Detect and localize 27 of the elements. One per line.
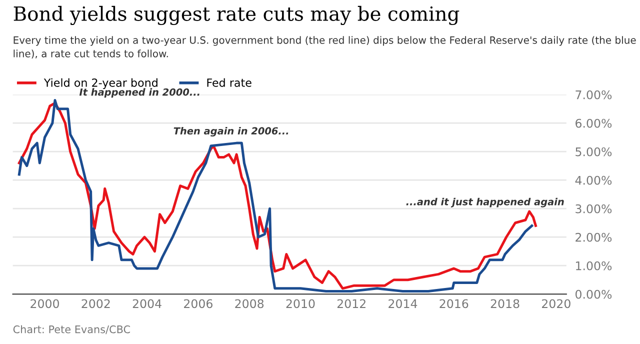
- y-tick-label: 7.00%: [576, 90, 612, 100]
- x-tick-label: 2006: [184, 299, 212, 308]
- y-tick-label: 3.00%: [576, 204, 612, 214]
- x-tick-label: 2016: [440, 299, 468, 308]
- x-tick-label: 2018: [490, 299, 520, 308]
- x-tick-label: 2008: [235, 299, 264, 308]
- y-tick-label: 2.00%: [576, 232, 612, 242]
- y-tick-label: 5.00%: [576, 147, 612, 156]
- y-tick-label: 1.00%: [576, 261, 612, 270]
- x-tick-label: 2004: [132, 299, 162, 308]
- annotation: ...and it just happened again: [406, 198, 564, 208]
- x-tick-label: 2012: [337, 299, 366, 308]
- text: Chart: Pete Evans/CBC: [13, 325, 130, 334]
- x-tick-label: 2014: [388, 299, 418, 308]
- x-tick-label: 2020: [542, 299, 570, 308]
- x-tick-label: 2010: [286, 299, 315, 308]
- x-tick-label: 2002: [82, 299, 110, 308]
- annotation: Then again in 2006...: [174, 127, 288, 136]
- legend-label: Fed rate: [207, 78, 252, 87]
- y-tick-label: 4.00%: [575, 176, 612, 185]
- y-tick-label: 6.00%: [576, 118, 612, 128]
- chart-title: Bond yields suggest rate cuts may be coming: [14, 6, 460, 26]
- chart-subtitle: Every time the yield on a two-year U.S. government bond (the red line) dips below the Federal Reserve's daily rate (the blue line), a rate cut tends to follow.: [14, 36, 636, 59]
- x-tick-label: 2000: [30, 299, 59, 308]
- y-tick-label: 0.00%: [576, 290, 612, 299]
- legend-label: Yield on 2-year bond: [44, 78, 158, 90]
- annotation: It happened in 2000...: [79, 88, 200, 98]
